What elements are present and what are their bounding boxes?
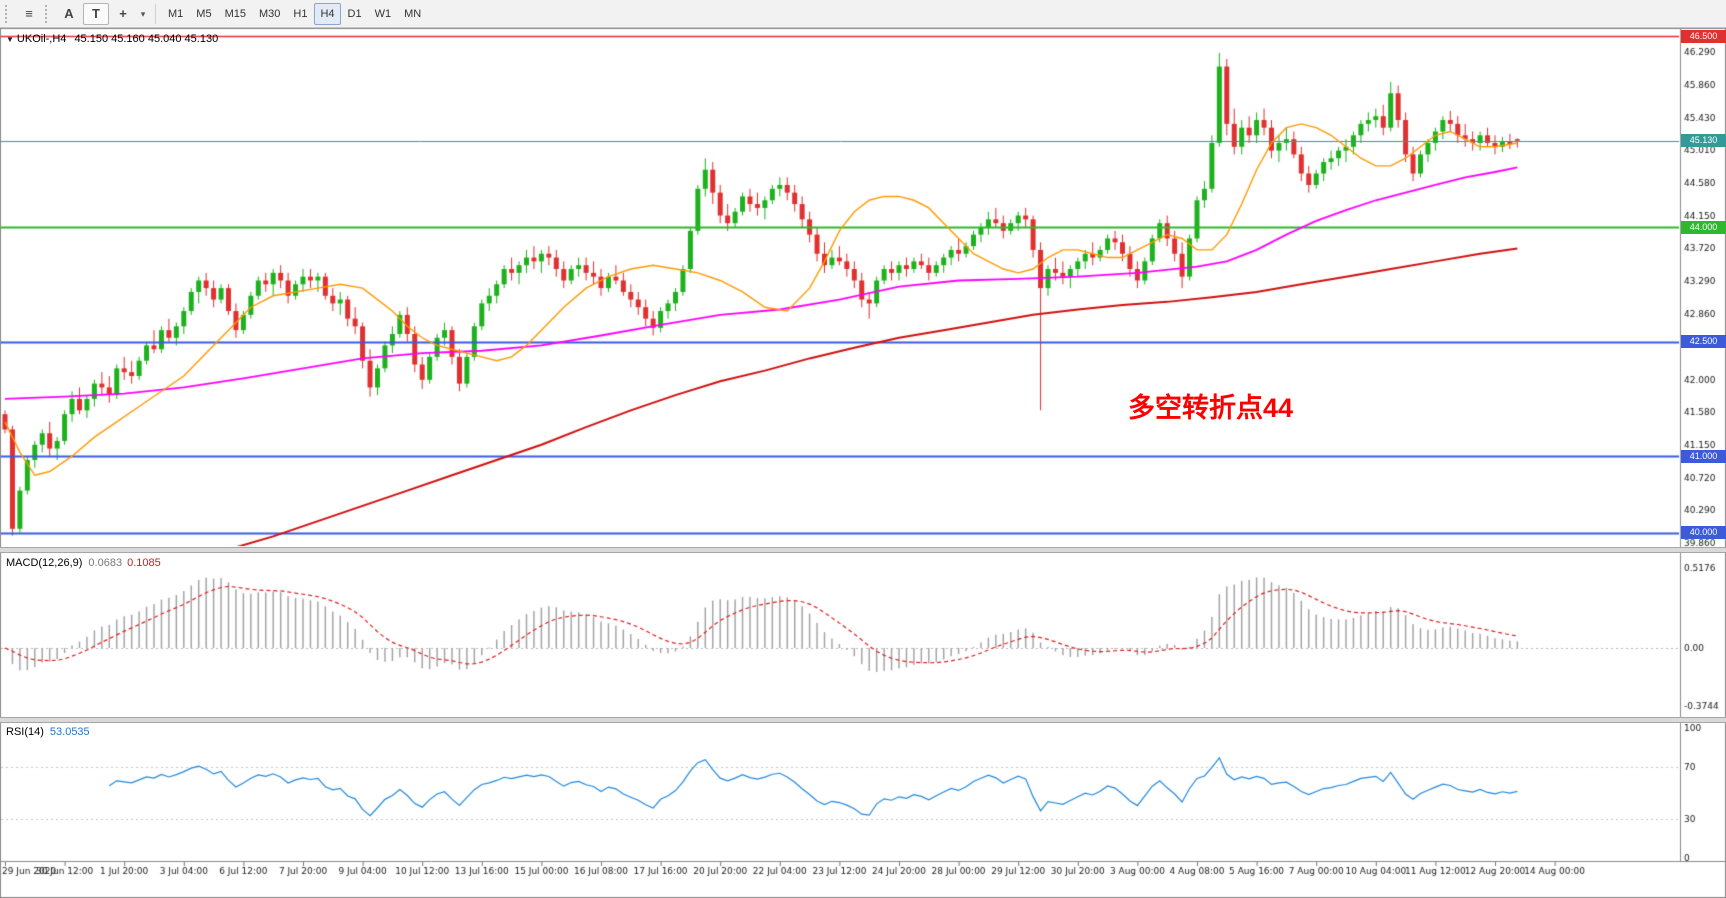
label-tool-button[interactable]: T xyxy=(83,2,109,25)
top-toolbar: ≡ A T + ▾ M1 M5 M15 M30 H1 H4 D1 W1 MN xyxy=(0,0,1726,28)
timeframe-m15-button[interactable]: M15 xyxy=(219,3,252,25)
toolbar-separator xyxy=(155,3,156,24)
timeframe-mn-button[interactable]: MN xyxy=(398,3,427,25)
price-badge-46-500: 46.500 xyxy=(1681,29,1726,43)
timeframe-m1-button[interactable]: M1 xyxy=(162,3,189,25)
toolbar-grip[interactable] xyxy=(5,4,11,23)
chevron-down-icon: ▼ xyxy=(6,35,14,44)
current-price-badge: 45.130 xyxy=(1681,134,1726,148)
crosshair-tool-button[interactable]: + xyxy=(110,3,136,25)
timeframe-m30-button[interactable]: M30 xyxy=(253,3,286,25)
text-tool-button[interactable]: A xyxy=(56,3,82,25)
timeframe-d1-button[interactable]: D1 xyxy=(342,3,368,25)
timeframe-h1-button[interactable]: H1 xyxy=(287,3,313,25)
pane-divider[interactable] xyxy=(0,547,1726,553)
rsi-name: RSI(14) xyxy=(6,726,44,738)
chevron-down-icon[interactable]: ▾ xyxy=(137,3,149,25)
price-badge-40-000: 40.000 xyxy=(1681,526,1726,540)
macd-main-value: 0.0683 xyxy=(88,557,123,569)
menu-icon[interactable]: ≡ xyxy=(16,3,42,25)
price-axis[interactable] xyxy=(1681,29,1726,861)
price-badge-44-000: 44.000 xyxy=(1681,220,1726,234)
timeframe-w1-button[interactable]: W1 xyxy=(369,3,398,25)
chart-canvas[interactable] xyxy=(0,28,1726,898)
macd-signal-value: 0.1085 xyxy=(127,557,161,569)
rsi-indicator-label: RSI(14) 53.0535 xyxy=(6,726,90,738)
symbol-label: UKOil-,H4 xyxy=(16,33,67,45)
price-badge-42-500: 42.500 xyxy=(1681,335,1726,349)
rsi-value: 53.0535 xyxy=(49,726,90,738)
timeframe-h4-button[interactable]: H4 xyxy=(314,2,341,25)
ohlc-readout: 45.150 45.160 45.040 45.130 xyxy=(74,33,219,45)
annotation-text[interactable]: 多空转折点44 xyxy=(1128,393,1294,423)
macd-indicator-label: MACD(12,26,9) 0.0683 0.1085 xyxy=(6,557,161,569)
toolbar-grip[interactable] xyxy=(45,4,51,23)
pane-divider[interactable] xyxy=(0,717,1726,723)
macd-name: MACD(12,26,9) xyxy=(6,557,83,569)
time-axis[interactable] xyxy=(0,862,1726,898)
price-badge-41-000: 41.000 xyxy=(1681,449,1726,463)
chart-legend: ▼ UKOil-,H4 45.150 45.160 45.040 45.130 xyxy=(6,33,218,45)
timeframe-m5-button[interactable]: M5 xyxy=(190,3,217,25)
